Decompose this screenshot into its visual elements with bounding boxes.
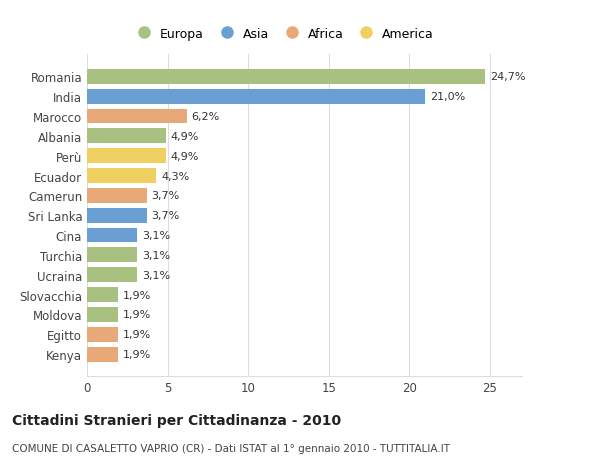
Bar (87, 228, 137, 243)
Bar (87, 347, 118, 362)
Bar (87, 248, 137, 263)
Bar (87, 129, 166, 144)
Text: 3,1%: 3,1% (142, 250, 170, 260)
Bar (87, 169, 156, 184)
Text: COMUNE DI CASALETTO VAPRIO (CR) - Dati ISTAT al 1° gennaio 2010 - TUTTITALIA.IT: COMUNE DI CASALETTO VAPRIO (CR) - Dati I… (12, 443, 450, 453)
Bar (87, 109, 187, 124)
Text: 6,2%: 6,2% (192, 112, 220, 122)
Bar (87, 208, 146, 223)
Bar (87, 308, 118, 322)
Text: 3,7%: 3,7% (151, 211, 179, 221)
Legend: Europa, Asia, Africa, America: Europa, Asia, Africa, America (127, 23, 439, 46)
Bar (87, 287, 118, 302)
Text: 1,9%: 1,9% (122, 290, 151, 300)
Text: Cittadini Stranieri per Cittadinanza - 2010: Cittadini Stranieri per Cittadinanza - 2… (12, 414, 341, 428)
Text: 3,7%: 3,7% (151, 191, 179, 201)
Text: 4,9%: 4,9% (171, 132, 199, 141)
Bar (87, 268, 137, 283)
Text: 1,9%: 1,9% (122, 330, 151, 340)
Bar (87, 149, 166, 164)
Text: 3,1%: 3,1% (142, 230, 170, 241)
Text: 3,1%: 3,1% (142, 270, 170, 280)
Bar (87, 327, 118, 342)
Text: 1,9%: 1,9% (122, 349, 151, 359)
Text: 24,7%: 24,7% (490, 72, 525, 82)
Bar (87, 189, 146, 203)
Bar (87, 70, 485, 84)
Text: 4,3%: 4,3% (161, 171, 190, 181)
Text: 21,0%: 21,0% (430, 92, 466, 102)
Text: 1,9%: 1,9% (122, 310, 151, 320)
Bar (87, 90, 425, 104)
Text: 4,9%: 4,9% (171, 151, 199, 161)
